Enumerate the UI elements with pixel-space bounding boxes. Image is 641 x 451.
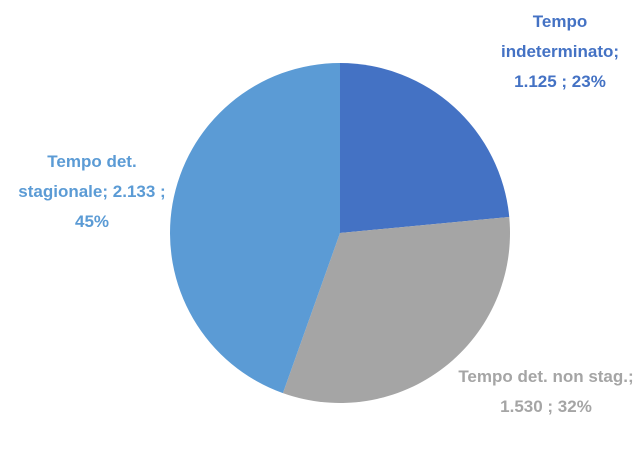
slice-category: Tempo indeterminato; <box>500 12 620 61</box>
pie-slice <box>282 216 510 403</box>
slice-value: 1.125 ; 23% <box>514 72 606 91</box>
pie-slice <box>170 63 340 394</box>
slice-value: 2.133 ; 45% <box>74 182 166 231</box>
slice-category: Tempo det. non stag.; <box>458 367 634 386</box>
pie-slice <box>340 63 510 233</box>
data-label: Tempo det. non stag.; 1.530 ; 32% <box>458 362 634 422</box>
data-label: Tempo indeterminato; 1.125 ; 23% <box>485 7 635 97</box>
slice-value: 1.530 ; 32% <box>500 397 592 416</box>
slice-category: Tempo det. stagionale; <box>18 152 137 201</box>
data-label: Tempo det. stagionale; 2.133 ; 45% <box>12 147 172 237</box>
